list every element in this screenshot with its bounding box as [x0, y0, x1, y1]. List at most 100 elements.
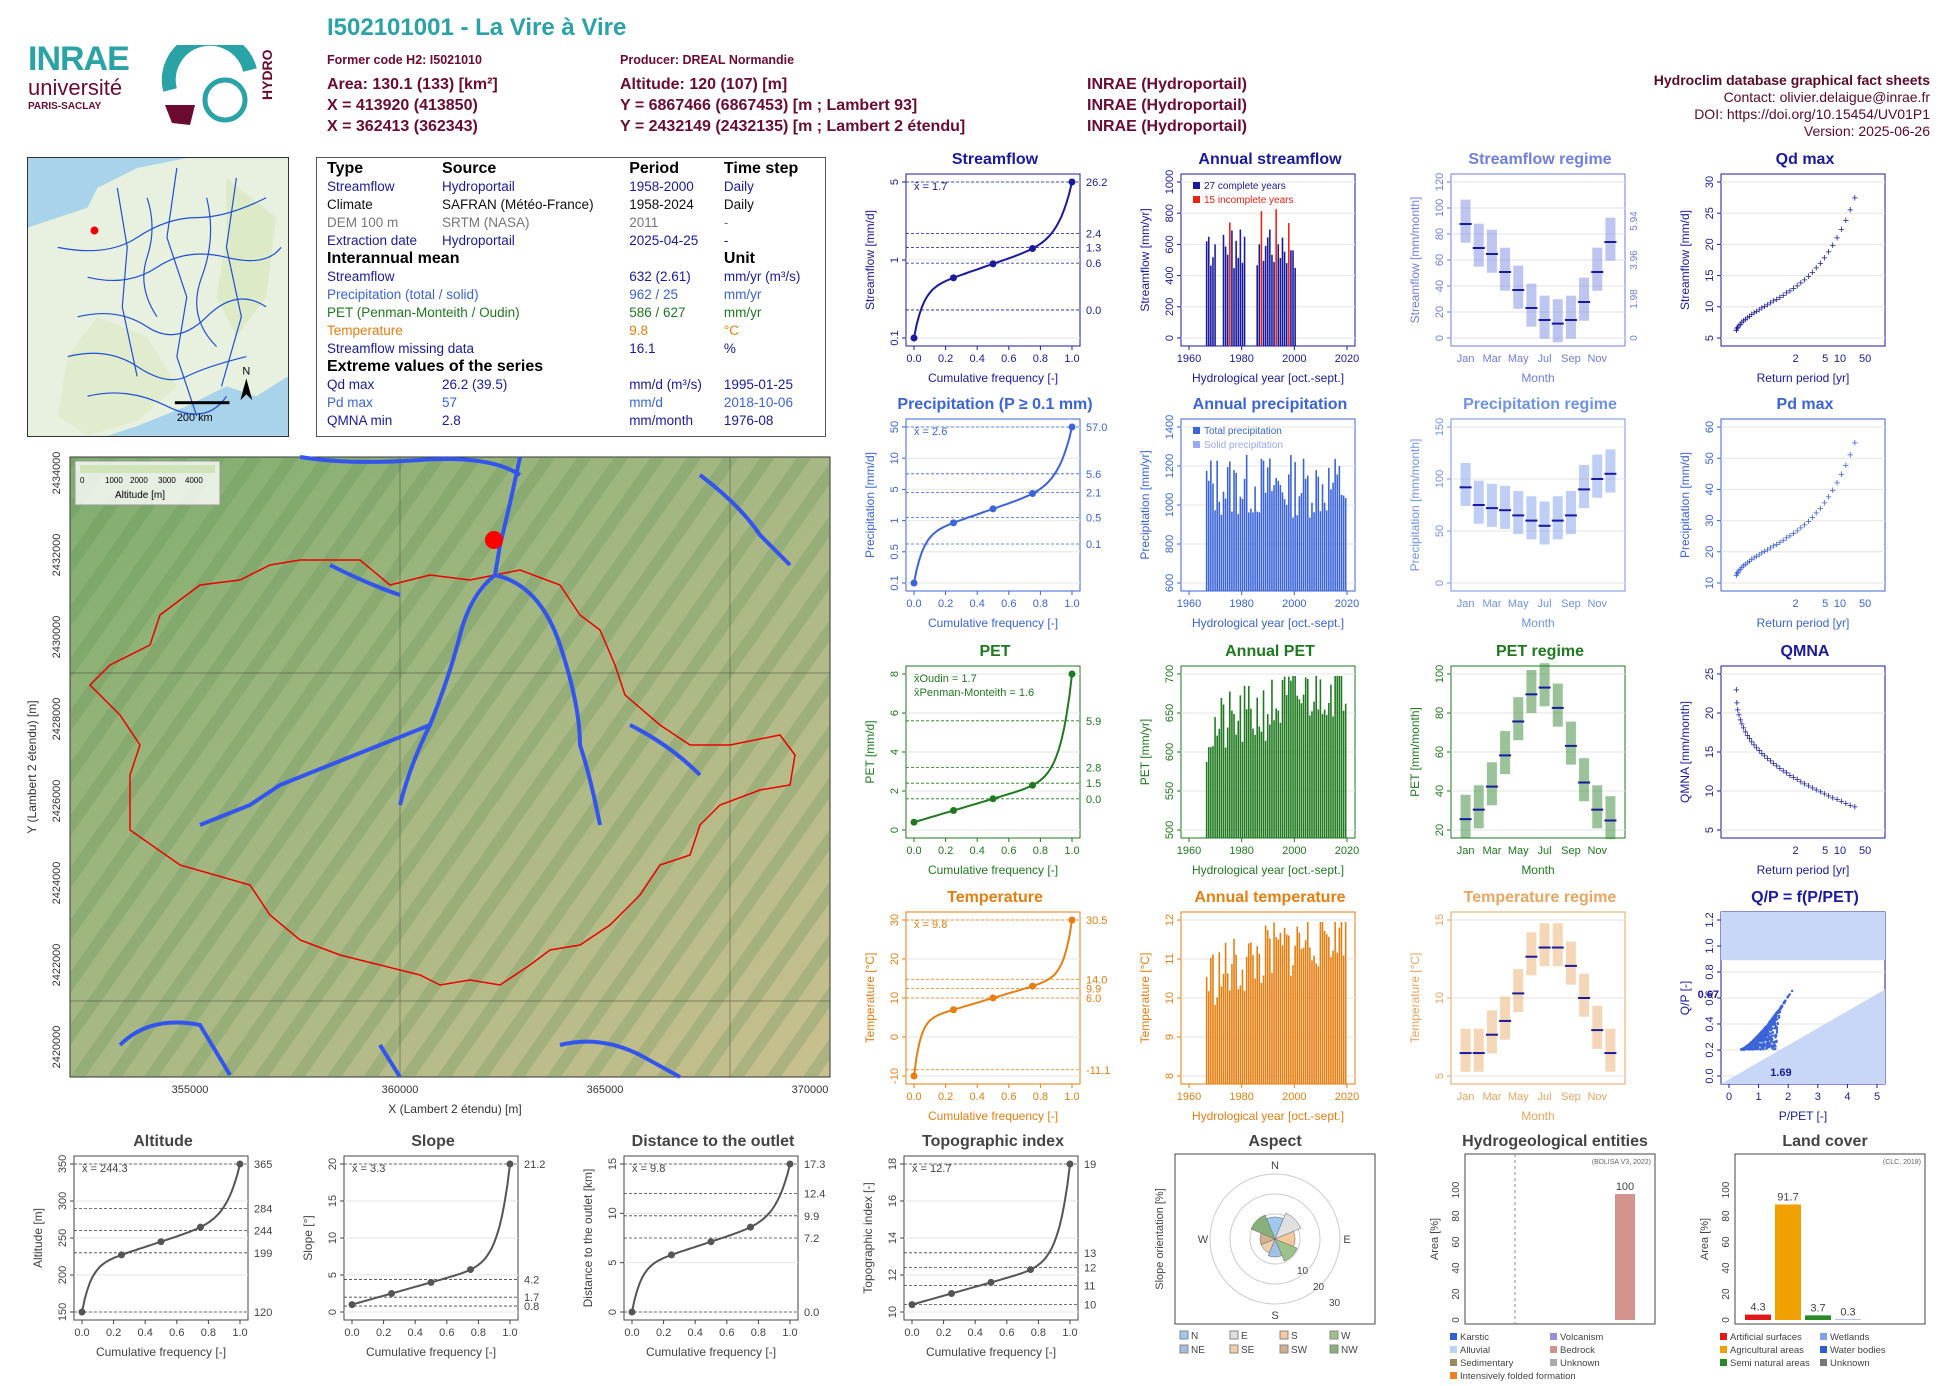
source-2: INRAE (Hydroportail) — [1087, 97, 1247, 114]
annual-pet-bar — [1241, 741, 1244, 838]
qp-x-tick: 4 — [1844, 1091, 1850, 1103]
annual-streamflow-bar — [1256, 265, 1258, 346]
pet-quantile-point — [1068, 670, 1076, 678]
qmna-point: + — [1817, 787, 1823, 799]
slope-quantile-label: 0.8 — [524, 1301, 539, 1313]
aspect-legend-key — [1179, 1330, 1189, 1340]
distance-x-tick: 0.0 — [624, 1327, 639, 1339]
qp-x-tick: 0 — [1726, 1091, 1732, 1103]
qmna-x-label: Return period [yr] — [1757, 863, 1850, 877]
topo-quantile-label: 13 — [1084, 1248, 1096, 1260]
landcover-source: (CLC, 2018) — [1883, 1159, 1921, 1166]
annual-temperature-x-tick: 2020 — [1335, 1091, 1359, 1103]
altitude-x-tick: 0.6 — [169, 1327, 184, 1339]
y-tick: 2432000 — [51, 534, 63, 577]
streamflow-quantile-point — [989, 260, 997, 268]
slope-mean-label: x̄ = 3.3 — [352, 1163, 385, 1175]
temperature-regime-x-tick: Sep — [1561, 1091, 1581, 1103]
aspect-sector — [1267, 1238, 1283, 1258]
distance-x-tick: 0.6 — [719, 1327, 734, 1339]
annual-pet-bar — [1218, 728, 1221, 838]
altitude-quantile-point — [78, 1308, 86, 1316]
hydrogeo-y-tick: 20 — [1451, 1288, 1462, 1300]
annual-streamflow-legend-key — [1193, 196, 1200, 203]
precipitation-regime-x-tick: Jul — [1538, 598, 1552, 610]
qmna-point: + — [1744, 730, 1750, 742]
distance-quantile-label: 7.2 — [804, 1233, 819, 1245]
temperature-regime-box — [1513, 969, 1524, 1013]
distance-quantile-point — [747, 1223, 754, 1231]
topo-x-tick: 0.8 — [1031, 1327, 1046, 1339]
landcover-y-tick: 100 — [1721, 1181, 1732, 1198]
pet-quantile-label: 0.0 — [1086, 794, 1101, 806]
annual-precipitation-bar — [1231, 511, 1233, 591]
annual-pet-y-tick: 550 — [1164, 782, 1176, 800]
pet-mean-label: x̄Oudin = 1.7 — [914, 673, 977, 685]
pd-max-point: + — [1801, 519, 1807, 531]
pd-max-y-tick: 50 — [1704, 452, 1716, 464]
distance-y-tick: 10 — [607, 1207, 619, 1219]
legend-tick: 1000 — [105, 476, 123, 485]
annual-streamflow-bar — [1269, 229, 1271, 346]
streamflow-regime-x-tick: Jan — [1457, 353, 1475, 365]
qp-x-tick: 3 — [1815, 1091, 1821, 1103]
pet-regime-chart: PET regime PET [mm/month] Month 20 40 60 80 100… — [1408, 643, 1626, 877]
aspect-legend-label: SE — [1241, 1345, 1255, 1356]
topo-x-tick: 0.2 — [936, 1327, 951, 1339]
annual-precipitation-bar — [1218, 501, 1221, 591]
landcover-legend-label: Semi natural areas — [1730, 1358, 1810, 1369]
annual-precipitation-bar — [1311, 502, 1313, 591]
catchment-boundary — [88, 559, 796, 986]
annual-temperature-bar — [1302, 947, 1305, 1084]
qd-max-point: + — [1746, 311, 1752, 323]
qp-point — [1775, 1027, 1779, 1031]
qd-max-point: + — [1773, 294, 1779, 306]
qp-point — [1769, 1039, 1773, 1042]
annual-pet-title: Annual PET — [1225, 643, 1315, 660]
altitude-quantile-label: 284 — [254, 1203, 272, 1215]
precipitation-x-tick: 0.2 — [938, 598, 953, 610]
annual-precipitation-bar — [1285, 504, 1288, 591]
annual-pet-bar — [1315, 676, 1317, 838]
annual-streamflow-bar — [1235, 240, 1237, 346]
distance-quantile-point — [628, 1308, 636, 1316]
pd-max-x-tick: 10 — [1834, 598, 1846, 610]
distance-quantile-point — [668, 1251, 675, 1259]
annual-pet-bar — [1321, 714, 1324, 838]
annual-temperature-x-label: Hydrological year [oct.-sept.] — [1192, 1109, 1344, 1123]
qmna-point: + — [1759, 748, 1765, 760]
annual-precipitation-bar — [1216, 460, 1218, 591]
topo-quantile-label: 12 — [1084, 1263, 1096, 1275]
cell: Streamflow — [327, 179, 395, 194]
streamflow-regime-y-tick: 120 — [1434, 173, 1446, 191]
annual-streamflow-x-label: Hydrological year [oct.-sept.] — [1192, 371, 1344, 385]
precipitation-quantile-label: 5.6 — [1086, 469, 1101, 481]
annual-pet-bar — [1226, 727, 1229, 838]
qp-point — [1750, 1043, 1753, 1047]
streamflow-x-tick: 1.0 — [1064, 353, 1079, 365]
qmna-point: + — [1801, 778, 1807, 790]
pet-regime-box — [1513, 697, 1524, 741]
qmna-point: + — [1756, 745, 1762, 757]
annual-precipitation-bar — [1323, 502, 1326, 591]
annual-pet-bar — [1214, 717, 1216, 838]
landcover-legend-key — [1820, 1359, 1827, 1366]
hydrogeo-legend-label: Bedrock — [1560, 1345, 1595, 1356]
annual-pet-bar — [1281, 679, 1284, 838]
hydrogeo-legend-key — [1550, 1346, 1557, 1353]
aspect-legend-key — [1329, 1344, 1339, 1354]
topo-quantile-point — [987, 1278, 995, 1286]
qp-point — [1777, 1014, 1781, 1018]
qd-max-point: + — [1751, 308, 1757, 320]
precipitation-y-tick: 0.5 — [889, 544, 901, 559]
cell: 586 / 627 — [629, 305, 686, 320]
topo-quantile-point — [948, 1290, 955, 1297]
qp-point — [1761, 1043, 1765, 1046]
x-tick: 355000 — [172, 1084, 209, 1096]
annual-precipitation-bar — [1258, 512, 1261, 591]
annual-precipitation-bar — [1262, 460, 1265, 591]
annual-temperature-title: Annual temperature — [1194, 889, 1345, 906]
annual-pet-bar — [1296, 695, 1299, 838]
qp-point — [1765, 1034, 1768, 1037]
distance-x-label: Cumulative frequency [-] — [646, 1345, 776, 1359]
